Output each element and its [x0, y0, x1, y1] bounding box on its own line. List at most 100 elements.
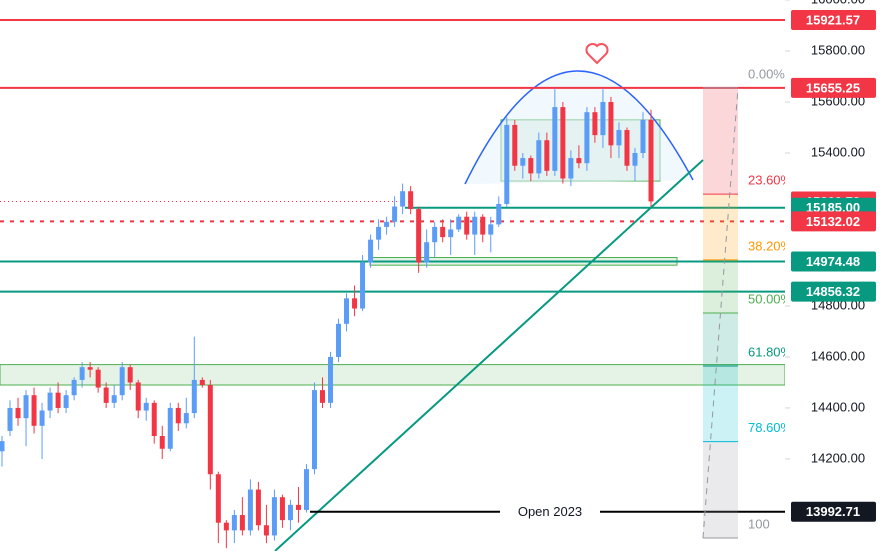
- candle-body: [608, 101, 614, 146]
- fib-label: 23.60%: [748, 173, 793, 188]
- candle-body: [328, 356, 334, 403]
- fib-retracement: 0.00% 23.60% 38.20% 50.00% 61.80% 78.60% 100: [702, 66, 793, 539]
- annotation: Open 2023: [518, 504, 582, 519]
- candle-body: [544, 140, 550, 171]
- price-marker-label: 13992.71: [806, 504, 860, 519]
- y-tick-label: 15400.00: [811, 144, 865, 159]
- zone: [0, 364, 786, 386]
- candle-body: [344, 298, 350, 324]
- candle-body: [79, 367, 85, 380]
- fib-band: [703, 194, 738, 260]
- candle-body: [31, 395, 37, 426]
- candle-body: [191, 379, 197, 414]
- candle-body: [215, 474, 221, 523]
- candle-body: [119, 367, 125, 396]
- price-marker: [791, 9, 876, 30]
- y-tick-label: 16000.00: [811, 0, 865, 6]
- candle-body: [39, 410, 45, 426]
- candle-body: [576, 158, 582, 164]
- candle-body: [95, 369, 101, 388]
- candle-body: [23, 395, 29, 419]
- candle-body: [0, 441, 5, 452]
- candle-body: [7, 407, 13, 431]
- fib-label: 50.00%: [748, 291, 793, 306]
- y-tick-label: 15800.00: [811, 42, 865, 57]
- candle-body: [263, 525, 269, 536]
- candle-body: [247, 489, 253, 531]
- y-tick-label: 14200.00: [811, 450, 865, 465]
- candle-body: [287, 504, 293, 521]
- heart-icon: [585, 43, 609, 65]
- candle-body: [303, 469, 309, 510]
- price-marker: [791, 281, 876, 302]
- candle-body: [15, 407, 21, 419]
- candle-body: [360, 262, 366, 309]
- candle-body: [504, 124, 510, 204]
- candle-body: [311, 390, 317, 470]
- candle-body: [151, 402, 157, 437]
- candle-body: [416, 209, 422, 263]
- candle-body: [183, 413, 189, 424]
- price-marker: [791, 251, 876, 272]
- candle-body: [488, 224, 494, 235]
- fib-label: 61.80%: [748, 344, 793, 359]
- candle-body: [472, 216, 478, 235]
- y-tick-label: 14400.00: [811, 399, 865, 414]
- candle-body: [600, 101, 606, 136]
- candle-body: [384, 221, 390, 227]
- candle-body: [295, 504, 301, 510]
- price-marker-label: 14856.32: [806, 284, 860, 299]
- y-tick-label: 14600.00: [811, 348, 865, 363]
- candle-body: [400, 191, 406, 207]
- candle-body: [392, 206, 398, 222]
- fib-band: [703, 312, 738, 367]
- candle-body: [71, 379, 77, 396]
- fib-projection: [702, 87, 739, 539]
- fib-label: 100: [748, 516, 770, 531]
- axis-labels: 16000.0015800.0015600.0015400.0014800.00…: [785, 0, 876, 522]
- price-marker: [791, 501, 876, 522]
- fib-band: [703, 87, 738, 195]
- candle-body: [239, 515, 245, 531]
- candle-body: [175, 407, 181, 424]
- candles: [0, 89, 654, 549]
- candle-body: [648, 119, 654, 202]
- price-marker-label: 15655.25: [806, 80, 860, 95]
- candle-body: [440, 226, 446, 238]
- candle-body: [223, 522, 229, 531]
- candle-body: [207, 385, 213, 475]
- candle-body: [231, 515, 237, 531]
- candle-body: [47, 392, 53, 411]
- price-marker-label: 15132.02: [806, 214, 860, 229]
- candle-body: [616, 130, 622, 146]
- candle-body: [167, 407, 173, 449]
- candle-body: [127, 367, 133, 383]
- candle-body: [552, 107, 558, 171]
- candle-body: [456, 216, 462, 230]
- candle-body: [103, 387, 109, 403]
- candle-body: [568, 158, 574, 179]
- price-marker-label: 15921.57: [806, 12, 860, 27]
- candle-body: [55, 392, 61, 408]
- fib-label: 78.60%: [748, 420, 793, 435]
- candle-body: [536, 140, 542, 174]
- candle-body: [135, 382, 141, 411]
- candle-body: [255, 489, 261, 526]
- price-marker: [791, 211, 876, 232]
- trend-line: [274, 159, 704, 551]
- candle-body: [632, 152, 638, 166]
- candle-body: [352, 298, 358, 309]
- price-marker-label: 14974.48: [806, 254, 860, 269]
- candle-body: [408, 191, 414, 210]
- candle-body: [376, 226, 382, 240]
- price-marker: [791, 77, 876, 98]
- fib-label: 0.00%: [748, 66, 785, 81]
- candle-body: [528, 158, 534, 174]
- candle-body: [464, 216, 470, 235]
- candle-body: [432, 226, 438, 243]
- fib-label: 38.20%: [748, 238, 793, 253]
- candle-body: [592, 112, 598, 136]
